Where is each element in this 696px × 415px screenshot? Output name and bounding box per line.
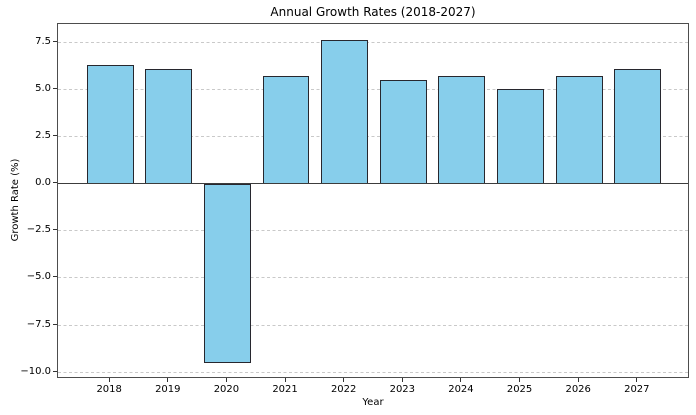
bar-2021 xyxy=(262,76,310,184)
bar-2023 xyxy=(379,79,427,184)
y-tick-label: 2.5 xyxy=(35,129,51,141)
y-gridline xyxy=(58,230,688,232)
x-tick xyxy=(343,378,345,382)
y-tick-label: 7.5 xyxy=(35,35,51,47)
bar-2027 xyxy=(614,68,662,184)
y-tick-label: 5.0 xyxy=(35,82,51,94)
x-tick xyxy=(284,378,286,382)
y-gridline xyxy=(58,41,688,43)
bar-2020 xyxy=(203,183,251,363)
x-tick-label: 2024 xyxy=(448,384,474,395)
x-tick-label: 2022 xyxy=(330,384,357,395)
x-tick xyxy=(401,378,403,382)
x-tick-label: 2025 xyxy=(506,384,533,395)
y-gridline xyxy=(58,324,688,326)
x-tick-label: 2019 xyxy=(155,384,181,395)
bar-2019 xyxy=(145,68,193,184)
y-tick xyxy=(53,40,57,42)
plot-area xyxy=(57,23,689,378)
bar-2025 xyxy=(497,89,544,184)
x-tick-label: 2020 xyxy=(213,384,240,395)
y-tick xyxy=(53,323,57,325)
bar-2026 xyxy=(555,76,603,184)
x-tick xyxy=(577,378,579,382)
y-tick xyxy=(53,370,57,372)
y-tick xyxy=(53,134,57,136)
y-tick-label: −2.5 xyxy=(26,224,51,236)
x-tick-label: 2027 xyxy=(624,384,650,395)
bar-2024 xyxy=(438,76,486,184)
x-tick-label: 2021 xyxy=(272,384,298,395)
bar-2022 xyxy=(321,40,369,184)
x-tick xyxy=(636,378,638,382)
x-tick-label: 2018 xyxy=(96,384,122,395)
x-tick-label: 2023 xyxy=(389,384,416,395)
x-tick xyxy=(460,378,462,382)
zero-line xyxy=(58,183,688,185)
x-tick xyxy=(519,378,521,382)
y-tick xyxy=(53,229,57,231)
y-tick xyxy=(53,182,57,184)
y-tick-label: −5.0 xyxy=(26,271,51,283)
x-axis-label: Year xyxy=(362,397,384,408)
bar-2018 xyxy=(86,64,134,184)
y-tick xyxy=(53,276,57,278)
y-tick xyxy=(53,87,57,89)
x-tick xyxy=(225,378,227,382)
y-gridline xyxy=(58,371,688,373)
y-gridline xyxy=(58,88,688,90)
y-tick-label: −10.0 xyxy=(20,365,51,377)
y-gridline xyxy=(58,135,688,137)
y-tick-label: −7.5 xyxy=(26,318,51,330)
y-tick-label: 0.0 xyxy=(35,177,51,189)
chart-title: Annual Growth Rates (2018-2027) xyxy=(270,5,476,19)
y-gridline xyxy=(58,277,688,279)
x-tick xyxy=(167,378,169,382)
x-tick xyxy=(108,378,110,382)
x-tick-label: 2026 xyxy=(565,384,591,395)
